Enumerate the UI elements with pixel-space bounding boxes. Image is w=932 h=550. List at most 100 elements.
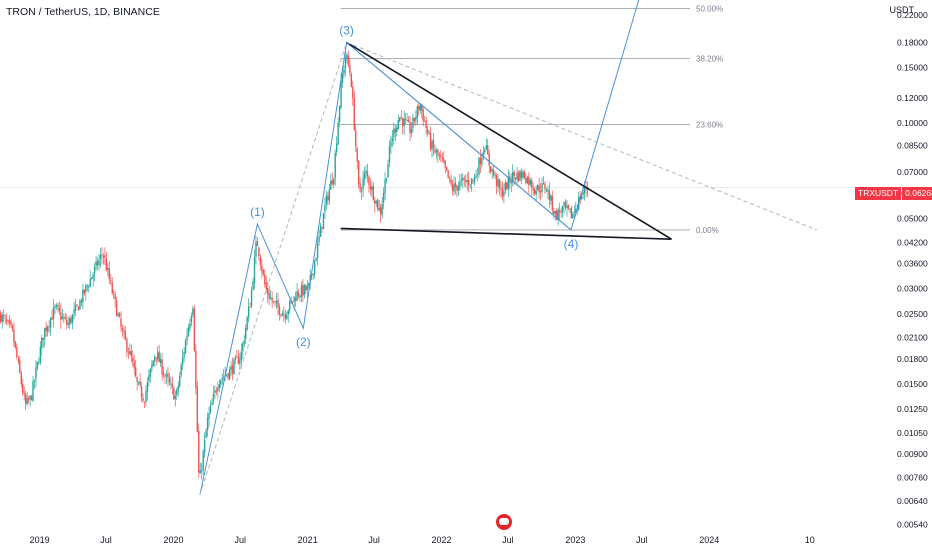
candle-body-up xyxy=(211,402,213,406)
candle-body-up xyxy=(462,177,464,181)
candle-body-up xyxy=(391,137,394,141)
candle-body-up xyxy=(346,54,348,59)
candle-body-down xyxy=(262,270,265,275)
candle-body-up xyxy=(275,301,278,304)
candle-body-up xyxy=(170,383,172,385)
candle-body-down xyxy=(193,309,196,351)
candle-body-up xyxy=(388,146,391,163)
candle-body-up xyxy=(316,243,319,259)
candle-body-up xyxy=(293,296,295,302)
candle-body-up xyxy=(184,340,187,354)
wave-label: (2) xyxy=(296,335,311,349)
candle-body-down xyxy=(305,285,307,291)
candle-body-down xyxy=(539,191,542,193)
candle-body-down xyxy=(173,387,175,400)
candle-body-up xyxy=(36,361,39,369)
candle-body-up xyxy=(343,68,345,74)
candle-body-up xyxy=(242,343,244,351)
candle-body-up xyxy=(220,380,222,385)
candle-body-up xyxy=(129,350,131,355)
candle-body-up xyxy=(183,352,185,358)
candle-body-down xyxy=(215,390,218,392)
candle-body-up xyxy=(453,183,455,192)
candle-body-up xyxy=(300,285,303,297)
candle-body-down xyxy=(60,311,62,320)
candle-body-down xyxy=(564,201,567,208)
candle-body-up xyxy=(566,205,568,208)
candle-body-up xyxy=(209,405,212,413)
y-tick-label: 0.05000 xyxy=(897,213,928,223)
candle-body-down xyxy=(284,314,287,319)
x-tick-label: 2019 xyxy=(30,535,50,545)
candle-body-down xyxy=(101,254,103,256)
candle-body-up xyxy=(212,394,215,403)
candle-body-down xyxy=(556,210,558,220)
candle-body-down xyxy=(379,207,382,215)
tradingview-logo-icon[interactable] xyxy=(496,514,512,530)
candle-body-down xyxy=(115,300,118,317)
candle-body-up xyxy=(252,281,254,290)
candle-body-up xyxy=(308,282,310,286)
x-tick-label: 2022 xyxy=(432,535,452,545)
candle-body-down xyxy=(349,64,351,74)
x-tick-label: 2021 xyxy=(298,535,318,545)
candle-body-up xyxy=(221,377,223,380)
candle-body-down xyxy=(27,398,30,401)
candle-body-down xyxy=(121,327,124,331)
candle-body-up xyxy=(484,149,486,153)
candle-body-down xyxy=(463,178,465,180)
candle-body-up xyxy=(71,314,74,323)
candle-body-down xyxy=(171,383,174,388)
fib-level-label: 50.00% xyxy=(696,5,723,14)
candle-body-down xyxy=(267,288,269,295)
y-tick-label: 0.18000 xyxy=(897,37,928,47)
candle-body-up xyxy=(287,310,289,315)
x-tick-label: Jul xyxy=(100,535,112,545)
candle-body-up xyxy=(61,316,64,319)
candle-body-up xyxy=(38,362,40,364)
candle-body-up xyxy=(324,204,326,212)
candle-body-down xyxy=(236,356,238,358)
candle-body-up xyxy=(214,390,216,394)
candle-body-up xyxy=(485,145,487,150)
candle-body-down xyxy=(259,257,262,265)
candle-body-up xyxy=(74,305,77,311)
candle-body-down xyxy=(534,189,536,194)
candle-body-up xyxy=(49,318,52,328)
price-badge-ticker: TRXUSDT xyxy=(855,187,902,200)
candle-body-down xyxy=(57,305,59,308)
y-tick-label: 0.01500 xyxy=(897,379,928,389)
candle-body-down xyxy=(445,166,448,171)
candle-body-up xyxy=(482,152,485,157)
candle-body-down xyxy=(377,199,379,210)
candle-body-up xyxy=(186,335,188,340)
candle-body-down xyxy=(132,357,134,362)
x-axis: 2019 Jul 2020 Jul 2021 Jul 2022 Jul 2023 Jul 2024 1… xyxy=(30,535,815,545)
candle-body-down xyxy=(198,430,200,473)
candle-body-up xyxy=(325,195,328,205)
candle-body-down xyxy=(331,180,333,184)
candle-body-up xyxy=(117,313,119,316)
candle-body-down xyxy=(400,116,402,118)
x-tick-label: Jul xyxy=(502,535,514,545)
candle-body-down xyxy=(472,179,474,181)
candle-body-down xyxy=(440,154,442,157)
candle-body-down xyxy=(500,187,502,190)
candle-body-up xyxy=(507,176,509,189)
candle-body-up xyxy=(152,360,154,366)
candle-body-up xyxy=(573,211,576,213)
candle-body-up xyxy=(363,172,366,179)
currency-unit: USDT xyxy=(889,5,915,15)
candle-body-up xyxy=(378,208,380,211)
candle-body-up xyxy=(289,300,291,311)
candle-body-up xyxy=(44,328,46,339)
candle-body-down xyxy=(110,279,112,282)
candle-body-down xyxy=(476,174,479,176)
candle-body-down xyxy=(372,185,375,200)
candle-body-up xyxy=(341,73,344,83)
candle-body-up xyxy=(303,285,306,296)
candle-body-down xyxy=(130,351,132,357)
candle-body-up xyxy=(208,412,210,419)
candle-body-down xyxy=(297,292,300,296)
